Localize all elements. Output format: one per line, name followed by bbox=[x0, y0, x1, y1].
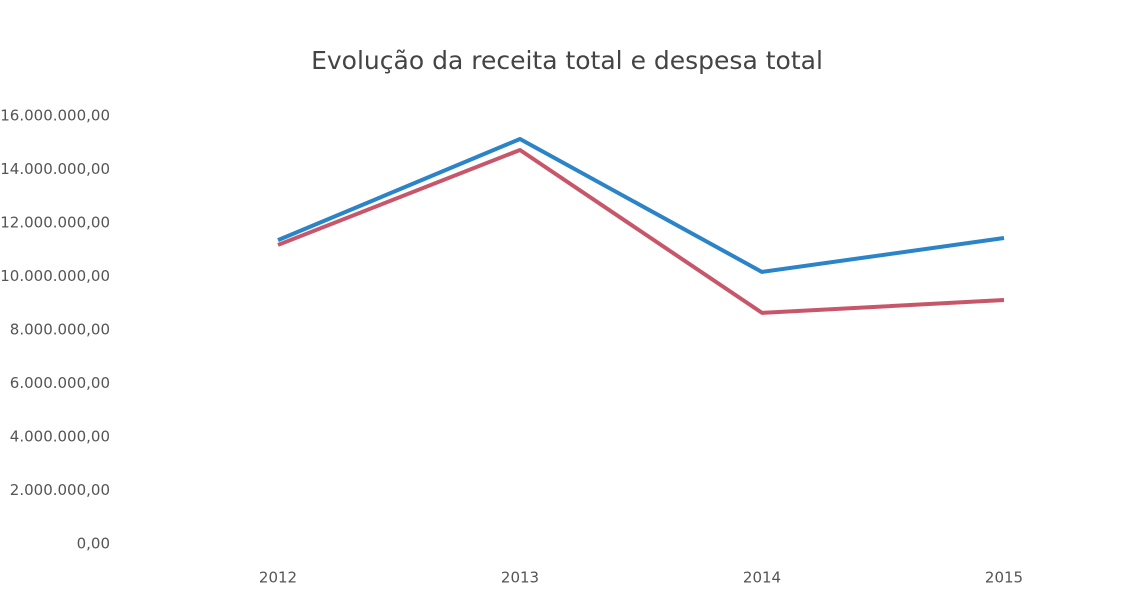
y-tick-label: 10.000.000,00 bbox=[0, 267, 110, 285]
y-tick-label: 0,00 bbox=[77, 535, 110, 553]
y-tick-label: 4.000.000,00 bbox=[10, 428, 110, 446]
x-tick-label: 2015 bbox=[985, 569, 1023, 587]
y-tick-label: 2.000.000,00 bbox=[10, 481, 110, 499]
y-tick-label: 12.000.000,00 bbox=[0, 214, 110, 232]
x-tick-label: 2014 bbox=[743, 569, 781, 587]
chart-title: Evolução da receita total e despesa tota… bbox=[311, 46, 823, 75]
y-tick-label: 14.000.000,00 bbox=[0, 160, 110, 178]
series-line bbox=[277, 137, 1005, 274]
series-line bbox=[277, 147, 1005, 315]
y-tick-label: 6.000.000,00 bbox=[10, 374, 110, 392]
y-tick-label: 16.000.000,00 bbox=[0, 107, 110, 125]
x-tick-label: 2012 bbox=[259, 569, 297, 587]
y-tick-label: 8.000.000,00 bbox=[10, 321, 110, 339]
x-tick-label: 2013 bbox=[501, 569, 539, 587]
